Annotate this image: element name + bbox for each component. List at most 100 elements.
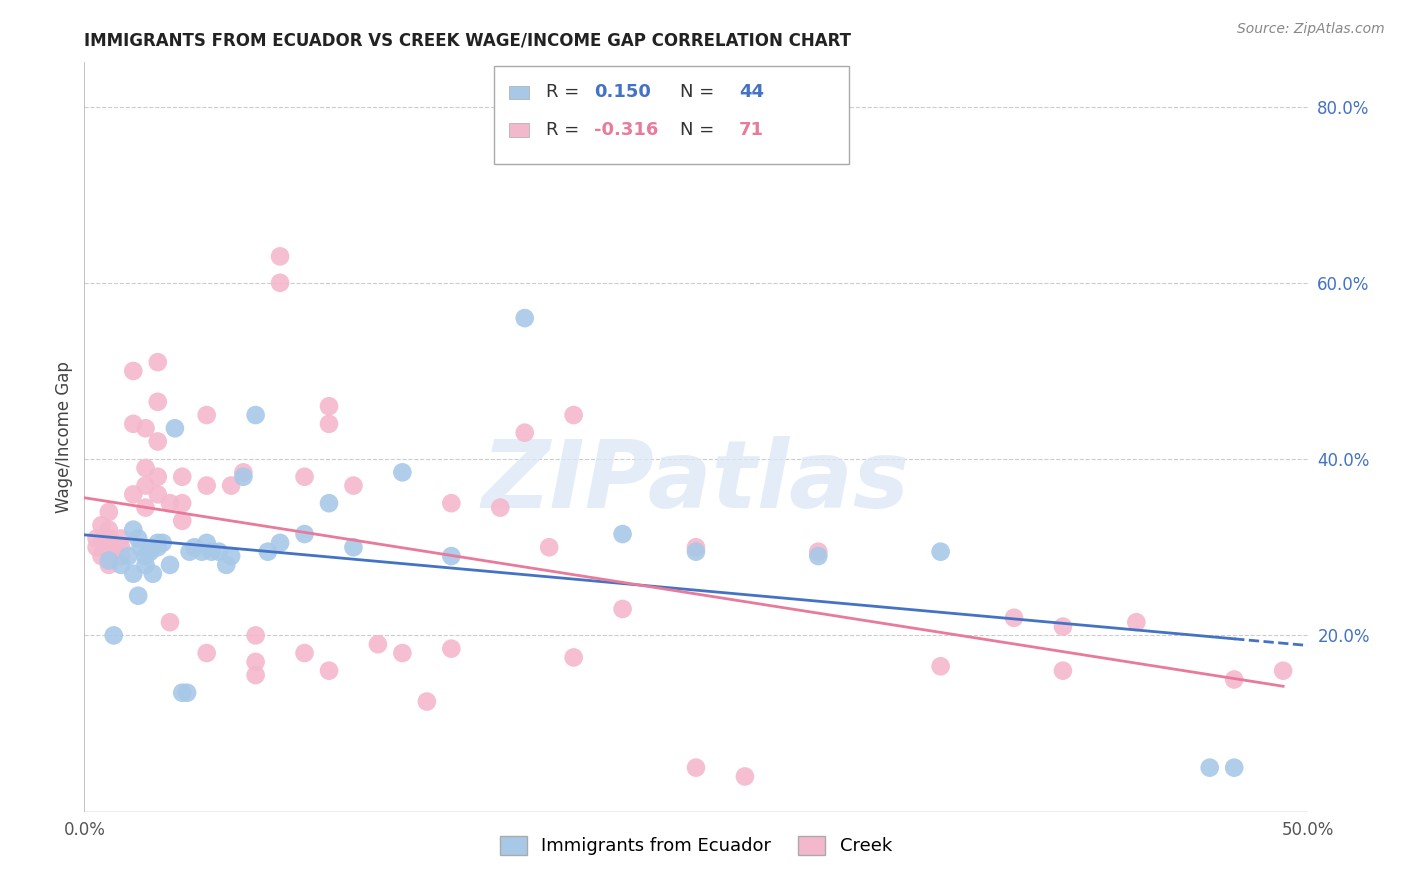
FancyBboxPatch shape [509,123,529,136]
Point [416,694,439,708]
Point [440,549,463,563]
Point [163,421,186,435]
Point [127,532,149,546]
Legend: Immigrants from Ecuador, Creek: Immigrants from Ecuador, Creek [492,829,900,863]
Point [195,408,218,422]
Point [146,536,169,550]
Point [146,469,169,483]
Point [440,641,463,656]
Text: -0.316: -0.316 [595,121,659,139]
Point [127,589,149,603]
Point [1272,664,1295,678]
Point [1052,619,1074,633]
Point [929,544,952,558]
Point [122,417,145,431]
Point [342,541,364,555]
Point [110,532,132,546]
Point [172,469,194,483]
Point [135,461,157,475]
Point [342,478,364,492]
Point [612,602,634,616]
Point [142,566,165,581]
Point [122,523,145,537]
Point [294,469,316,483]
Point [122,487,145,501]
Point [318,417,340,431]
Point [391,646,413,660]
Point [318,496,340,510]
Point [97,544,120,558]
Text: 0.150: 0.150 [595,84,651,102]
Point [97,532,120,546]
Point [929,659,952,673]
Point [97,541,120,555]
Text: N =: N = [681,121,720,139]
Point [146,541,169,555]
Point [1223,673,1246,687]
Point [440,496,463,510]
Point [232,466,254,480]
Point [179,544,201,558]
Point [513,425,536,440]
Point [195,478,218,492]
Point [294,527,316,541]
Point [538,541,561,555]
Point [513,311,536,326]
Point [172,496,194,510]
Point [367,637,389,651]
Point [257,544,280,558]
Point [215,558,238,572]
Point [219,549,242,563]
Point [245,655,267,669]
Point [172,514,194,528]
Point [146,394,169,409]
Point [152,536,174,550]
Point [562,650,585,665]
Point [200,544,222,558]
Point [245,408,267,422]
Point [97,532,120,546]
Text: ZIPatlas: ZIPatlas [482,436,910,528]
Point [135,421,157,435]
Point [245,628,267,642]
Text: R =: R = [546,121,585,139]
Point [122,364,145,378]
Point [1125,615,1147,630]
Point [97,523,120,537]
Text: 71: 71 [738,121,763,139]
Point [139,544,162,558]
Point [110,549,132,563]
FancyBboxPatch shape [494,66,849,163]
Text: R =: R = [546,84,585,102]
Point [117,549,139,563]
Point [146,355,169,369]
Point [807,549,830,563]
Point [562,408,585,422]
Point [159,615,181,630]
Point [93,532,115,546]
Point [176,686,198,700]
Point [734,769,756,783]
Point [489,500,512,515]
Point [269,249,291,263]
Point [183,541,205,555]
Point [191,544,214,558]
Point [269,536,291,550]
Point [135,500,157,515]
Point [1052,664,1074,678]
Point [90,518,112,533]
Point [1002,611,1025,625]
Point [1198,761,1220,775]
Point [146,487,169,501]
Point [685,544,707,558]
Point [685,761,707,775]
Point [318,664,340,678]
Point [86,532,108,546]
Point [159,496,181,510]
Point [391,466,413,480]
Point [685,541,707,555]
Point [110,541,132,555]
Point [612,527,634,541]
Point [269,276,291,290]
Point [146,434,169,449]
